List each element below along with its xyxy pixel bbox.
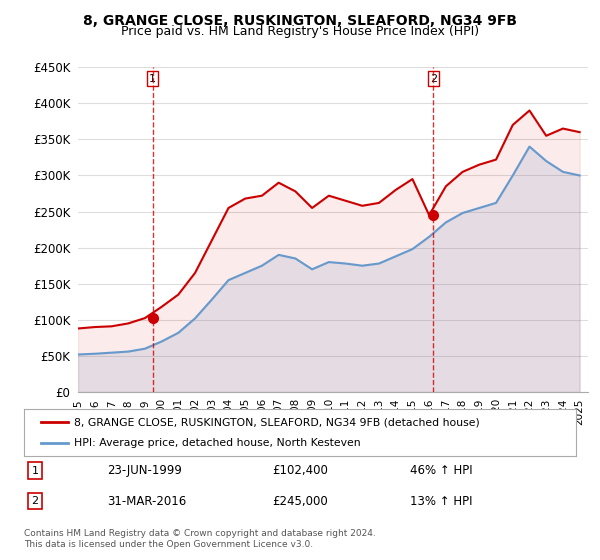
Text: 31-MAR-2016: 31-MAR-2016 [107,494,186,507]
Text: 13% ↑ HPI: 13% ↑ HPI [410,494,473,507]
Text: Price paid vs. HM Land Registry's House Price Index (HPI): Price paid vs. HM Land Registry's House … [121,25,479,38]
Text: £245,000: £245,000 [272,494,328,507]
Text: HPI: Average price, detached house, North Kesteven: HPI: Average price, detached house, Nort… [74,438,361,448]
Text: 2: 2 [430,74,437,83]
Text: 23-JUN-1999: 23-JUN-1999 [107,464,182,477]
Text: 2: 2 [31,496,38,506]
Text: Contains HM Land Registry data © Crown copyright and database right 2024.
This d: Contains HM Land Registry data © Crown c… [24,529,376,549]
Text: £102,400: £102,400 [272,464,328,477]
Text: 1: 1 [149,74,156,83]
Text: 8, GRANGE CLOSE, RUSKINGTON, SLEAFORD, NG34 9FB (detached house): 8, GRANGE CLOSE, RUSKINGTON, SLEAFORD, N… [74,417,479,427]
Text: 1: 1 [32,466,38,476]
Text: 46% ↑ HPI: 46% ↑ HPI [410,464,473,477]
Text: 8, GRANGE CLOSE, RUSKINGTON, SLEAFORD, NG34 9FB: 8, GRANGE CLOSE, RUSKINGTON, SLEAFORD, N… [83,14,517,28]
